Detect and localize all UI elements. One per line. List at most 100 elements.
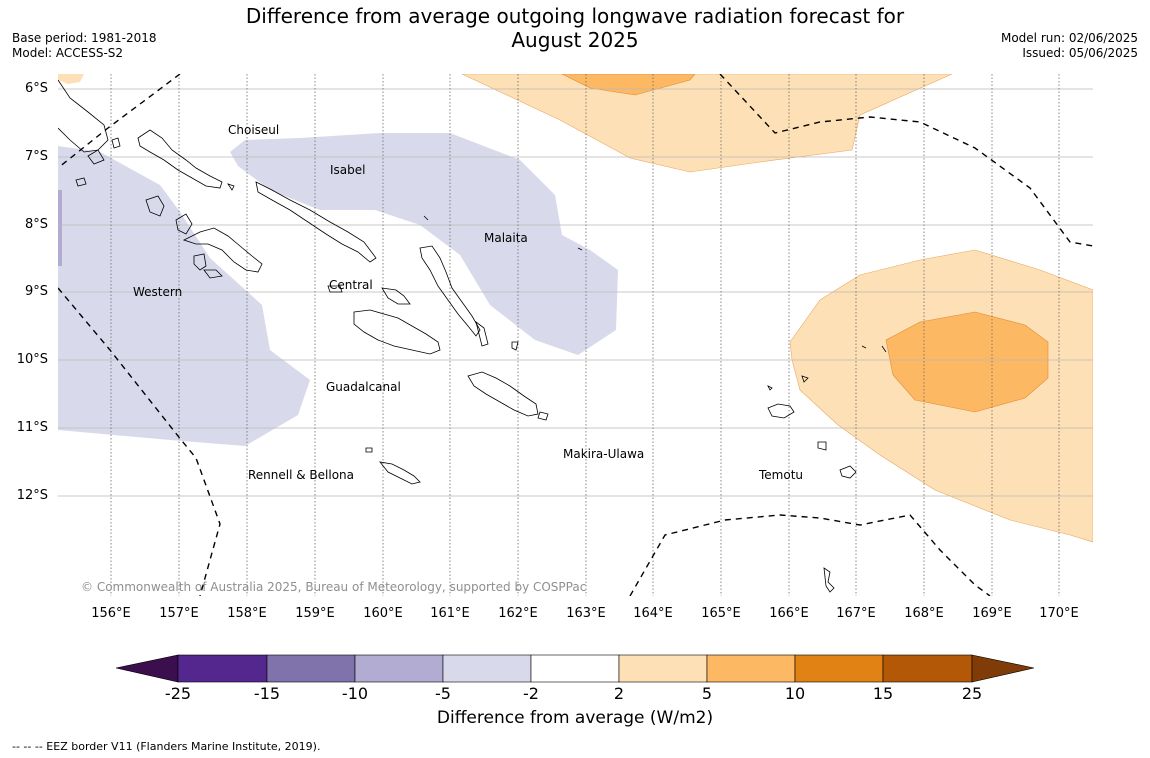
colorbar-tick: 10 [784,684,806,703]
longitude-label: 156°E [91,606,131,621]
coastline-makira [467,371,539,417]
colorbar-tick: 5 [701,684,713,703]
coastline-choiseul-islet [227,183,235,191]
coastline-guadalcanal [353,309,441,355]
region-label-makira-ulawa: Makira-Ulawa [563,447,645,461]
latitude-label: 8°S [24,217,48,232]
colorbar-bin-1 [177,654,268,683]
title-line-1: Difference from average outgoing longwav… [245,4,905,28]
latitude-label: 12°S [16,488,48,503]
colorbar-tick: -5 [435,684,451,703]
region-label-choiseul: Choiseul [228,123,280,137]
chart-title: Difference from average outgoing longwav… [0,4,1150,52]
eez-border-west-north [58,74,181,169]
model-run-date: Model run: 02/06/2025 [1000,31,1138,45]
latitude-label: 7°S [24,149,48,164]
anomaly-area-positive-corner [58,74,84,84]
colorbar-tick: -2 [523,684,539,703]
longitude-label: 164°E [633,606,673,621]
anomaly-area-negative-west-edge [58,190,62,266]
coastline-tinakula [767,385,773,391]
colorbar-extend-low [115,654,179,683]
coastline-bougainville [58,79,109,153]
coastline-kolombangara [175,213,193,235]
coastlines [58,79,887,593]
region-label-temotu: Temotu [759,468,804,482]
region-label-western: Western [133,285,183,299]
colorbar-bin-4 [442,654,532,683]
coastline-rendova [193,253,207,271]
longitude-label: 160°E [363,606,403,621]
region-label-malaita: Malaita [484,231,528,245]
colorbar-tick: -25 [164,684,192,703]
latitude-label: 9°S [24,284,48,299]
longitude-label: 167°E [836,606,876,621]
longitude-label: 165°E [701,606,741,621]
eez-borders [58,74,1093,596]
longitude-label: 168°E [904,606,944,621]
longitude-label: 159°E [295,606,335,621]
colorbar [115,654,1035,683]
map-area [58,74,1093,596]
coastline-anuta [823,567,835,593]
coastline-choiseul [137,129,223,189]
coastline-bougainville-tip [87,149,105,165]
eez-border-south [629,514,991,596]
region-label-central: Central [329,278,373,292]
colorbar-tick: 15 [872,684,894,703]
coastline-bellona [365,447,373,453]
anomaly-area-negative-west [58,146,310,446]
coastline-ulawa [511,341,519,351]
issued-date: Issued: 05/06/2025 [1022,46,1138,60]
region-label-isabel: Isabel [330,163,366,177]
longitude-label: 162°E [498,606,538,621]
longitude-gridlines [110,74,1060,596]
longitude-label: 169°E [972,606,1012,621]
colorbar-extend-high [971,654,1035,683]
colorbar-bin-6 [618,654,708,683]
colorbar-bin-5 [530,654,620,683]
colorbar-bin-3 [354,654,444,683]
colorbar-tick: -15 [253,684,281,703]
coastline-russell [327,285,343,293]
coastline-reef-islands [801,375,809,383]
colorbar-tick: 2 [613,684,625,703]
region-label-rennell-bellona: Rennell & Bellona [248,468,355,482]
coastline-sikaiana [577,247,583,251]
coastline-ontong-java [423,215,429,221]
run-info: Model run: 02/06/2025 Issued: 05/06/2025 [1001,31,1138,61]
coastline-nendo [767,403,795,419]
latitude-gridlines [58,88,1093,497]
coastline-nggela [381,287,411,305]
coastline-vangunu [203,269,223,279]
anomaly-area-strong-east [885,311,1049,413]
coastline-utupua [817,441,827,451]
colorbar-label: Difference from average (W/m2) [436,708,714,728]
latitude-label: 11°S [16,420,48,435]
region-label-guadalcanal: Guadalcanal [326,380,401,394]
anomaly-area-strong-north [561,74,696,96]
colorbar-tick: 25 [961,684,983,703]
longitude-label: 157°E [159,606,199,621]
eez-border-north-east [719,74,1093,247]
coastline-malaita [419,245,481,337]
model-name: Model: ACCESS-S2 [12,46,124,60]
eez-legend-note: -- -- -- EEZ border V11 (Flanders Marine… [12,740,321,753]
colorbar-bin-7 [706,654,796,683]
coastline-duff [861,345,887,353]
longitude-label: 163°E [566,606,606,621]
longitude-label: 158°E [227,606,267,621]
latitude-label: 6°S [24,81,48,96]
coastline-rennell [379,461,421,485]
longitude-label: 161°E [430,606,470,621]
latitude-label: 10°S [16,352,48,367]
longitude-label: 170°E [1039,606,1079,621]
colorbar-bin-2 [266,654,356,683]
base-info: Base period: 1981-2018 Model: ACCESS-S2 [12,31,157,61]
colorbar-bin-9 [882,654,973,683]
longitude-label: 166°E [769,606,809,621]
coastline-shortland-north [111,137,121,149]
coastline-ugi [537,411,549,421]
anomaly-area-negative-central [230,133,618,355]
